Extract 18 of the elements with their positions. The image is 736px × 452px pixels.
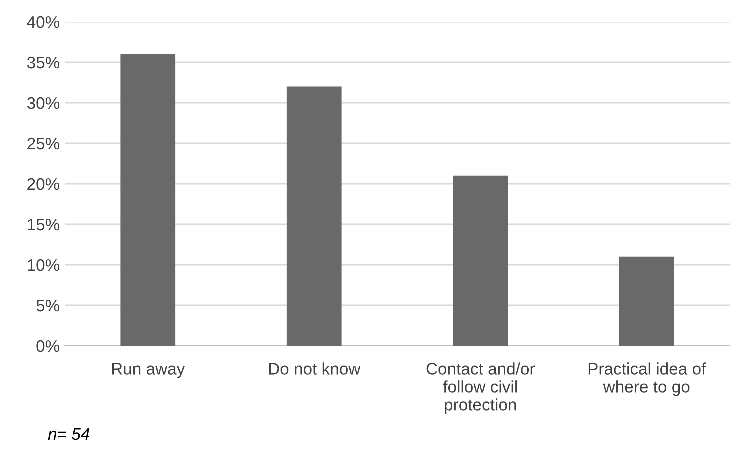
y-tick-label: 25%: [28, 138, 60, 150]
x-tick-label: Practical idea of where to go: [588, 362, 706, 396]
bar: [120, 54, 176, 346]
x-tick-label: Contact and/or follow civil protection: [426, 362, 536, 414]
y-tick-label: 30%: [27, 97, 60, 110]
bar: [286, 86, 342, 346]
bar: [619, 256, 674, 346]
x-tick-label: Do not know: [269, 362, 361, 375]
y-tick-label: 5%: [36, 300, 60, 312]
y-tick-label: 15%: [28, 218, 60, 231]
x-tick-label: Run away: [112, 363, 186, 378]
y-tick-label: 0%: [36, 340, 60, 352]
text: n= 54: [48, 428, 90, 440]
y-tick-label: 20%: [28, 178, 60, 190]
y-tick-label: 35%: [27, 56, 60, 69]
y-tick-label: 40%: [27, 16, 60, 28]
y-tick-label: 10%: [28, 259, 60, 272]
bar: [453, 176, 508, 346]
